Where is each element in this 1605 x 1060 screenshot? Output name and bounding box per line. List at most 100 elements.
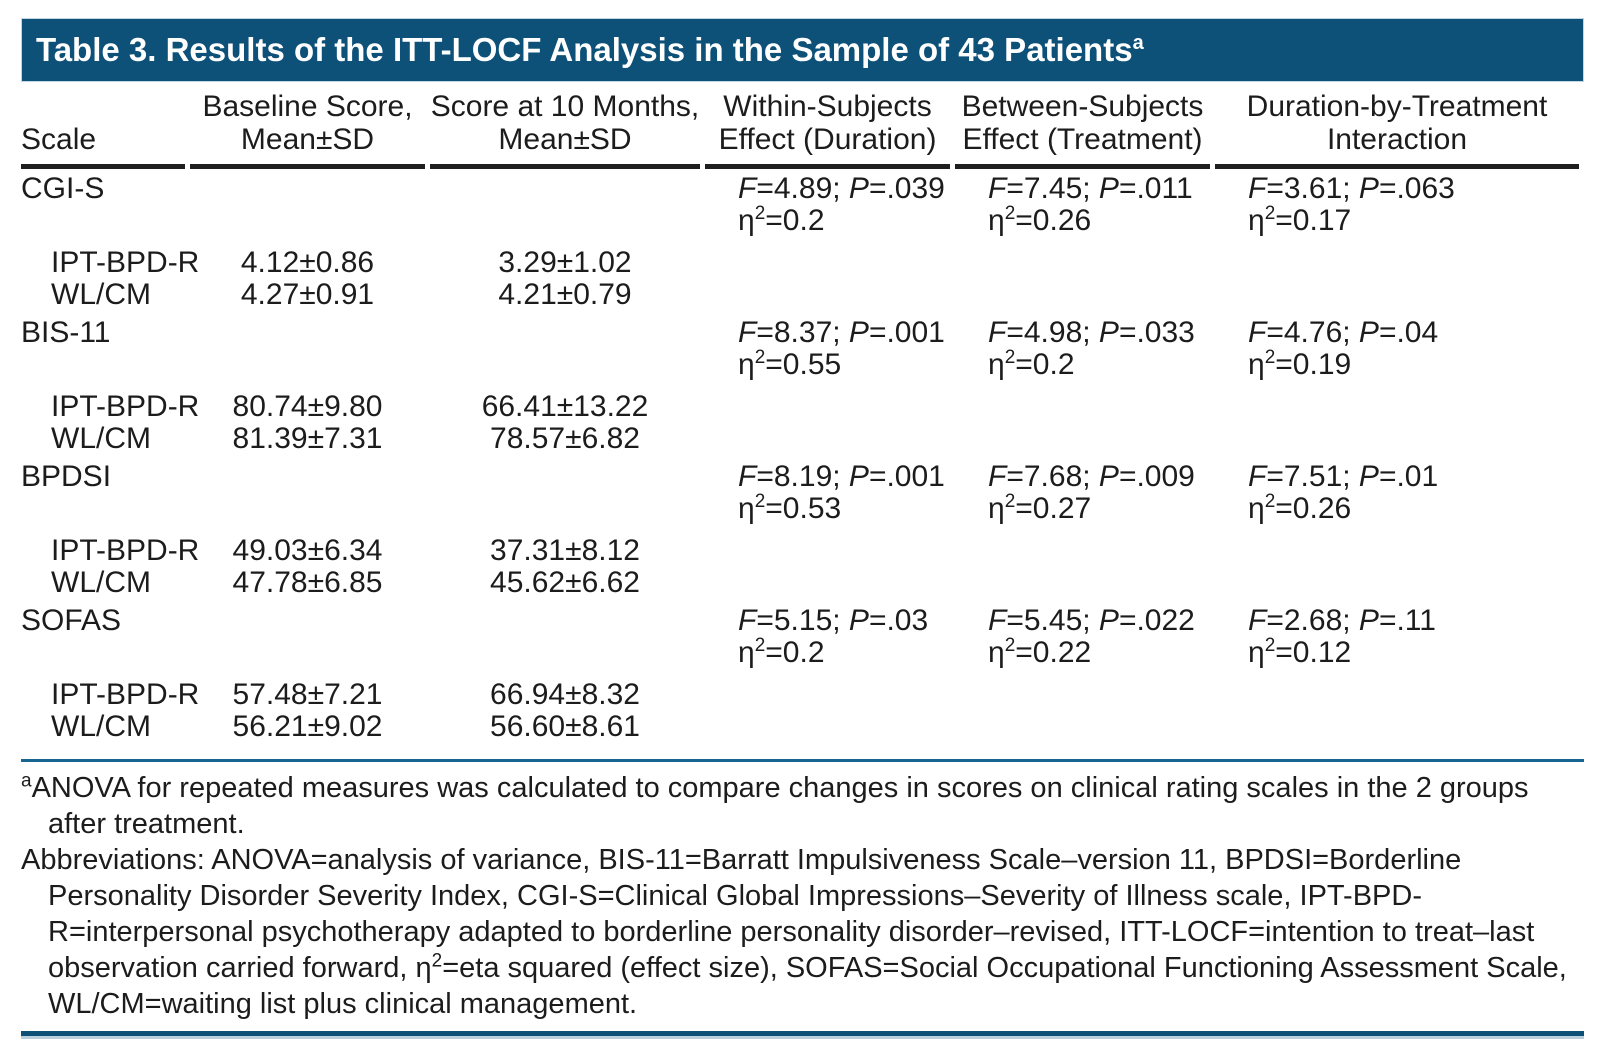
eta-row-bis-11: η2=0.55 η2=0.2 η2=0.19 xyxy=(21,347,1579,391)
stat-between-f: F=5.45; P=.022 xyxy=(988,604,1195,637)
empty-cell xyxy=(190,493,425,535)
footnotes: aANOVA for repeated measures was calcula… xyxy=(21,770,1584,1022)
empty-cell xyxy=(1215,679,1579,711)
empty-cell xyxy=(705,423,950,461)
stat-within-f: F=8.19; P=.001 xyxy=(738,460,945,493)
empty-cell xyxy=(955,535,1210,567)
empty-cell xyxy=(705,279,950,317)
scale-row-sofas: SOFAS F=5.15; P=.03 F=5.45; P=.022 F=2.6… xyxy=(21,605,1579,637)
eta-row-bpdsi: η2=0.53 η2=0.27 η2=0.26 xyxy=(21,491,1579,535)
empty-cell xyxy=(1215,423,1579,461)
empty-cell xyxy=(955,247,1210,279)
baseline-cell: 4.12±0.86 xyxy=(240,246,375,279)
stat-interaction-eta: η2=0.26 xyxy=(1248,491,1352,525)
empty-cell xyxy=(955,391,1210,423)
scale-cell: BIS-11 xyxy=(21,316,111,349)
months10-cell: 45.62±6.62 xyxy=(490,566,640,599)
table-title-bar: Table 3. Results of the ITT-LOCF Analysi… xyxy=(21,18,1584,82)
empty-cell xyxy=(955,711,1210,749)
treatment-row: IPT-BPD-R 80.74±9.80 66.41±13.22 xyxy=(21,391,1579,423)
empty-cell xyxy=(430,637,700,679)
footnote-abbreviations: Abbreviations: ANOVA=analysis of varianc… xyxy=(21,844,1567,1020)
empty-cell xyxy=(955,567,1210,605)
empty-cell xyxy=(1215,247,1579,279)
empty-cell xyxy=(705,711,950,749)
col-header-baseline: Baseline Score, Mean±SD xyxy=(190,90,425,169)
treatment-cell: IPT-BPD-R xyxy=(51,390,200,423)
baseline-cell: 81.39±7.31 xyxy=(232,422,383,455)
stat-between-eta: η2=0.27 xyxy=(988,491,1092,525)
empty-cell xyxy=(955,423,1210,461)
empty-cell xyxy=(430,317,700,349)
stat-within-eta: η2=0.2 xyxy=(738,635,825,669)
stat-within-eta: η2=0.53 xyxy=(738,491,842,525)
months10-cell: 3.29±1.02 xyxy=(498,246,632,279)
stat-interaction-f: F=7.51; P=.01 xyxy=(1248,460,1439,493)
treatment-cell: IPT-BPD-R xyxy=(51,534,200,567)
empty-cell xyxy=(190,205,425,247)
footnote-a: aANOVA for repeated measures was calcula… xyxy=(21,770,1584,842)
empty-cell xyxy=(21,493,185,535)
table-title: Table 3. Results of the ITT-LOCF Analysi… xyxy=(36,31,1133,68)
eta-row-cgi-s: η2=0.2 η2=0.26 η2=0.17 xyxy=(21,203,1579,247)
treatment-cell: IPT-BPD-R xyxy=(51,246,200,279)
empty-cell xyxy=(430,461,700,493)
treatment-row: WL/CM 56.21±9.02 56.60±8.61 xyxy=(21,711,1579,749)
col-header-interaction: Duration-by-Treatment Interaction xyxy=(1215,90,1579,169)
empty-cell xyxy=(1215,567,1579,605)
stat-interaction-eta: η2=0.19 xyxy=(1248,347,1352,381)
scale-row-bpdsi: BPDSI F=8.19; P=.001 F=7.68; P=.009 F=7.… xyxy=(21,461,1579,493)
empty-cell xyxy=(190,349,425,391)
footnote-separator-rule xyxy=(21,759,1584,762)
scale-row-cgi-s: CGI-S F=4.89; P=.039 F=7.45; P=.011 F=3.… xyxy=(21,169,1579,205)
empty-cell xyxy=(430,349,700,391)
empty-cell xyxy=(1215,279,1579,317)
empty-cell xyxy=(21,205,185,247)
empty-cell xyxy=(430,205,700,247)
months10-cell: 78.57±6.82 xyxy=(490,422,640,455)
empty-cell xyxy=(190,605,425,637)
stat-interaction-eta: η2=0.17 xyxy=(1248,203,1352,237)
empty-cell xyxy=(705,247,950,279)
col-header-between-subjects: Between-Subjects Effect (Treatment) xyxy=(955,90,1210,169)
empty-cell xyxy=(21,349,185,391)
stat-within-f: F=5.15; P=.03 xyxy=(738,604,929,637)
baseline-cell: 4.27±0.91 xyxy=(240,278,375,311)
treatment-row: WL/CM 81.39±7.31 78.57±6.82 xyxy=(21,423,1579,461)
col-header-within-subjects: Within-Subjects Effect (Duration) xyxy=(705,90,950,169)
empty-cell xyxy=(190,637,425,679)
scale-cell: BPDSI xyxy=(21,460,112,493)
empty-cell xyxy=(1215,535,1579,567)
stat-interaction-f: F=2.68; P=.11 xyxy=(1248,604,1436,637)
empty-cell xyxy=(190,169,425,205)
baseline-cell: 47.78±6.85 xyxy=(232,566,383,599)
empty-cell xyxy=(21,637,185,679)
results-table: Scale Baseline Score, Mean±SD Score at 10… xyxy=(16,90,1584,749)
footnote-a-text: ANOVA for repeated measures was calculat… xyxy=(31,772,1529,840)
col-header-10months: Score at 10 Months, Mean±SD xyxy=(430,90,700,169)
stat-interaction-eta: η2=0.12 xyxy=(1248,635,1352,669)
stat-within-eta: η2=0.55 xyxy=(738,347,842,381)
footnote-a-marker: a xyxy=(21,770,32,792)
months10-cell: 4.21±0.79 xyxy=(498,278,632,311)
treatment-row: WL/CM 4.27±0.91 4.21±0.79 xyxy=(21,279,1579,317)
treatment-cell: WL/CM xyxy=(51,278,151,311)
treatment-row: WL/CM 47.78±6.85 45.62±6.62 xyxy=(21,567,1579,605)
stat-within-f: F=8.37; P=.001 xyxy=(738,316,945,349)
empty-cell xyxy=(430,605,700,637)
treatment-cell: WL/CM xyxy=(51,710,151,743)
scale-cell: CGI-S xyxy=(21,172,105,205)
stat-within-eta: η2=0.2 xyxy=(738,203,825,237)
months10-cell: 56.60±8.61 xyxy=(490,710,640,743)
col-header-scale: Scale xyxy=(21,90,185,169)
stat-between-eta: η2=0.22 xyxy=(988,635,1092,669)
empty-cell xyxy=(955,279,1210,317)
months10-cell: 66.94±8.32 xyxy=(490,678,640,711)
stat-interaction-f: F=4.76; P=.04 xyxy=(1248,316,1439,349)
empty-cell xyxy=(705,535,950,567)
scale-cell: SOFAS xyxy=(21,604,122,637)
stat-between-f: F=4.98; P=.033 xyxy=(988,316,1195,349)
treatment-row: IPT-BPD-R 4.12±0.86 3.29±1.02 xyxy=(21,247,1579,279)
table-title-superscript: a xyxy=(1132,32,1144,54)
